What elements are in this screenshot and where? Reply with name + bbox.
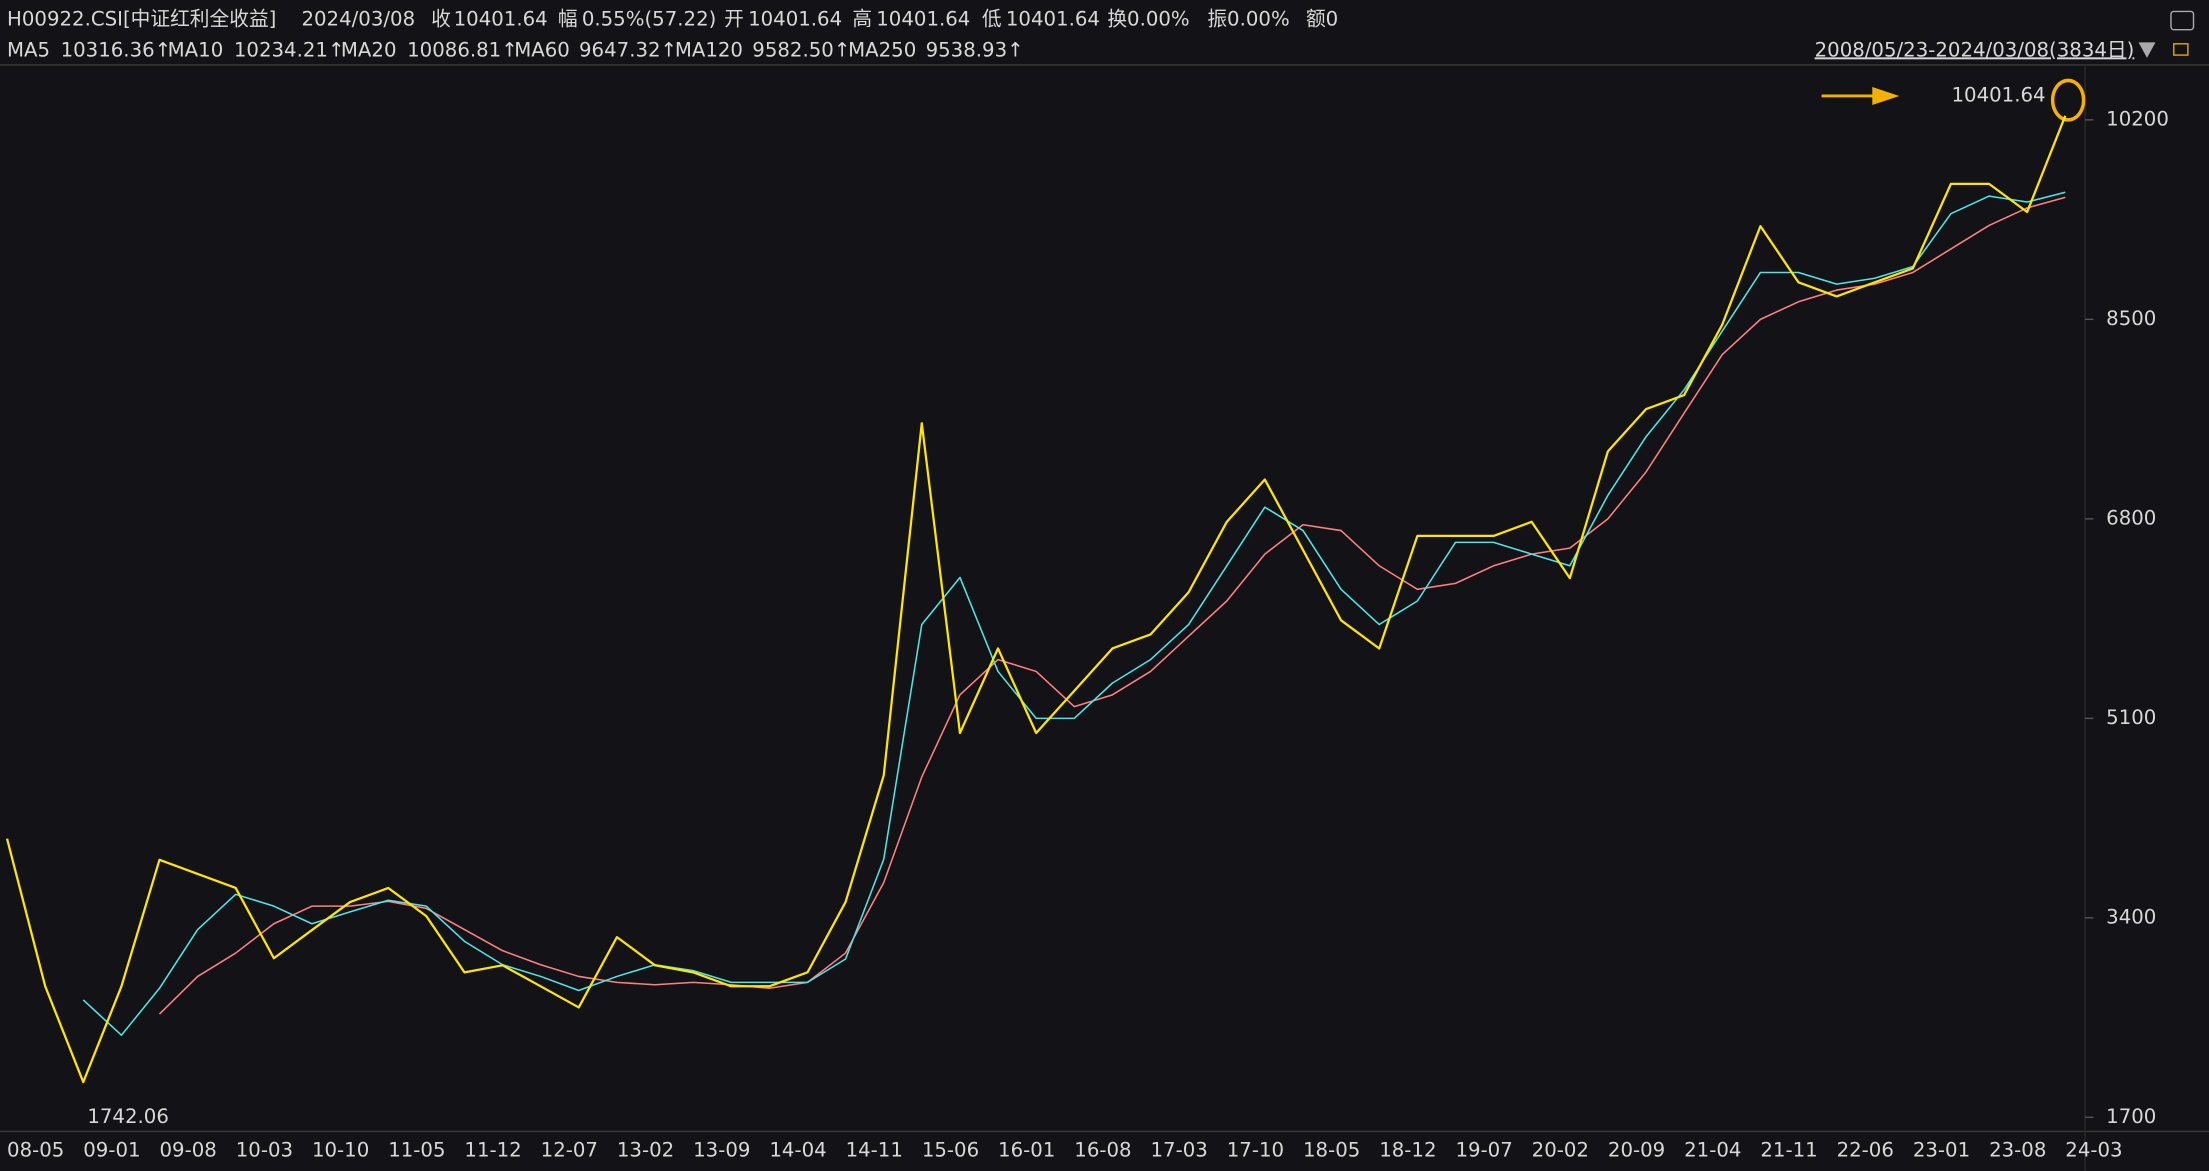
series-line: [158, 196, 2066, 1015]
y-tick-label: 5100: [2106, 706, 2156, 729]
quote-field: 换0.00%: [1107, 7, 1189, 30]
quote-field: 10401.64: [1006, 7, 1100, 30]
x-tick-label: 09-08: [160, 1139, 217, 1162]
x-tick-label: 13-02: [617, 1139, 674, 1162]
x-tick-label: 11-12: [464, 1139, 521, 1162]
date-range[interactable]: 2008/05/23-2024/03/08(3834日): [1815, 38, 2135, 61]
series-line: [5, 115, 2067, 1084]
x-tick-label: 21-11: [1760, 1139, 1817, 1162]
x-tick-label: 12-07: [541, 1139, 598, 1162]
x-tick-label: 16-01: [998, 1139, 1055, 1162]
wp-icon[interactable]: [2170, 10, 2195, 31]
ma-value: 9538.93↑: [926, 38, 1024, 61]
y-tick-label: 6800: [2106, 506, 2156, 529]
quote-field: 10401.64: [748, 7, 842, 30]
x-tick-label: 20-09: [1608, 1139, 1665, 1162]
y-tick-label: 8500: [2106, 307, 2156, 330]
x-tick-label: 14-04: [769, 1139, 826, 1162]
x-tick-label: 10-03: [236, 1139, 293, 1162]
series-line: [82, 191, 2066, 1036]
ma-value: 10234.21↑: [234, 38, 345, 61]
x-tick-label: 10-10: [312, 1139, 369, 1162]
quote-field: H00922.CSI[中证红利全收益]: [7, 7, 276, 30]
high-annotation: 10401.64: [1951, 83, 2045, 106]
ma-label: MA5: [7, 38, 50, 61]
x-tick-label: 14-11: [846, 1139, 903, 1162]
quote-field: 10401.64: [454, 7, 548, 30]
x-tick-label: 23-01: [1913, 1139, 1970, 1162]
x-tick-label: 23-08: [1989, 1139, 2046, 1162]
x-tick-label: 11-05: [388, 1139, 445, 1162]
ma-value: 10086.81↑: [407, 38, 518, 61]
x-tick-label: 16-08: [1074, 1139, 1131, 1162]
lock-icon[interactable]: [2173, 43, 2189, 56]
quote-field: 2024/03/08: [301, 7, 415, 30]
x-tick-label: 21-04: [1684, 1139, 1741, 1162]
x-tick-label: 19-07: [1455, 1139, 1512, 1162]
ma-label: MA250: [848, 38, 916, 61]
ma-value: 9582.50↑: [752, 38, 850, 61]
y-tick-label: 1700: [2106, 1105, 2156, 1128]
arrow-annotation: [1821, 86, 1900, 105]
ma-value: 9647.32↑: [579, 38, 677, 61]
ma-label: MA60: [514, 38, 570, 61]
x-tick-label: 22-06: [1837, 1139, 1894, 1162]
quote-field: 开: [724, 7, 744, 30]
quote-field: 10401.64: [876, 7, 970, 30]
x-tick-label: 08-05: [7, 1139, 64, 1162]
x-tick-label: 13-09: [693, 1139, 750, 1162]
quote-field: 0.55%(57.22): [582, 7, 716, 30]
x-tick-label: 18-05: [1303, 1139, 1360, 1162]
low-annotation: 1742.06: [87, 1105, 169, 1128]
quote-field: 收: [431, 7, 451, 30]
quote-field: 额0: [1306, 7, 1338, 30]
ma-label: MA120: [675, 38, 743, 61]
x-tick-label: 17-10: [1227, 1139, 1284, 1162]
x-tick-label: 18-12: [1379, 1139, 1436, 1162]
x-tick-label: 20-02: [1532, 1139, 1589, 1162]
ma-label: MA20: [341, 38, 397, 61]
highlight-circle: [2050, 78, 2086, 122]
range-dropdown[interactable]: [2138, 42, 2156, 58]
quote-field: 幅: [558, 7, 578, 30]
ma-label: MA10: [168, 38, 224, 61]
ma-value: 10316.36↑: [61, 38, 172, 61]
quote-field: 振0.00%: [1207, 7, 1289, 30]
quote-field: 高: [852, 7, 872, 30]
quote-field: 低: [982, 7, 1002, 30]
x-tick-label: 15-06: [922, 1139, 979, 1162]
x-tick-label: 09-01: [83, 1139, 140, 1162]
x-tick-label: 17-03: [1151, 1139, 1208, 1162]
y-tick-label: 3400: [2106, 905, 2156, 928]
y-tick-label: 10200: [2106, 107, 2169, 130]
x-tick-label: 24-03: [2065, 1139, 2122, 1162]
